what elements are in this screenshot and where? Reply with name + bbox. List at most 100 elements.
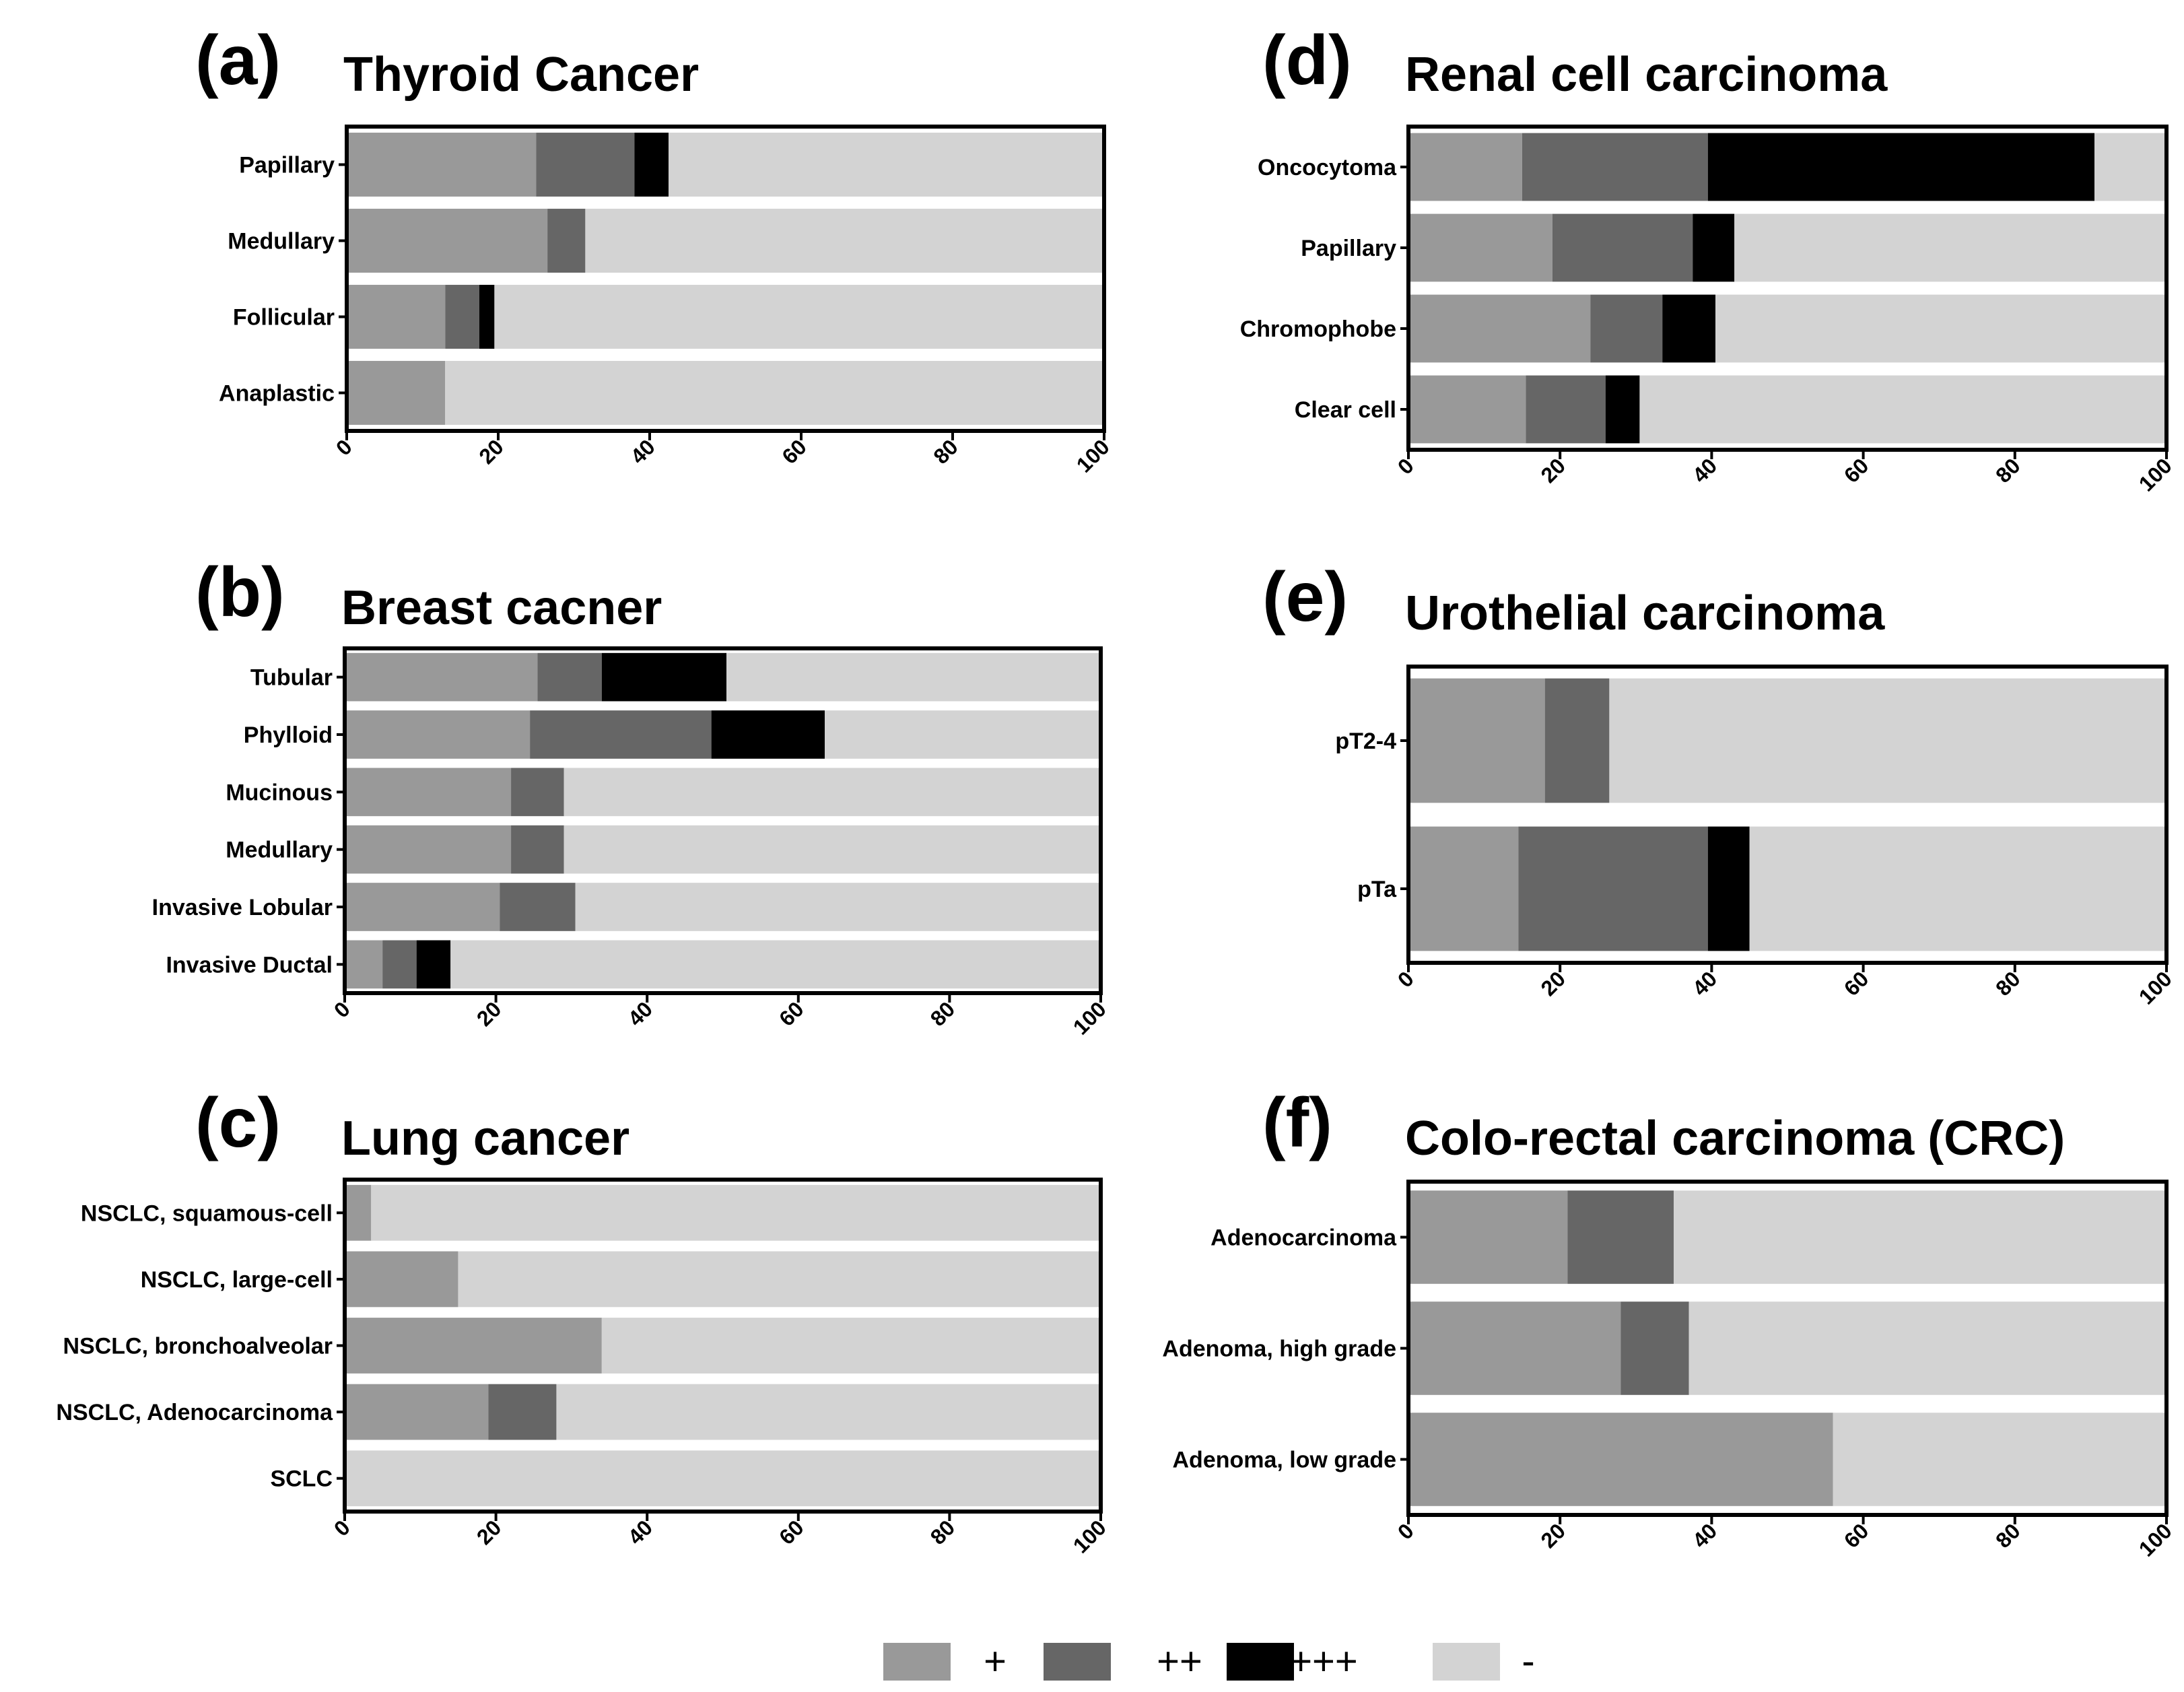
x-tick-label: 40 bbox=[1688, 1518, 1722, 1553]
x-tick-label: 60 bbox=[774, 996, 809, 1031]
bars bbox=[1408, 678, 2166, 951]
x-tick-label: 20 bbox=[474, 434, 508, 469]
bar-segment bbox=[1552, 213, 1693, 282]
category-label: NSCLC, large-cell bbox=[141, 1267, 333, 1293]
bar-segment bbox=[1639, 375, 2166, 444]
x-tick-label: 100 bbox=[2134, 453, 2177, 496]
x-tick-label: 80 bbox=[928, 434, 963, 469]
bar-segment bbox=[601, 1318, 1101, 1374]
category-label: Papillary bbox=[239, 153, 335, 178]
panel-letter: (a) bbox=[195, 22, 281, 100]
bar-segment bbox=[669, 133, 1104, 197]
bar-segment bbox=[458, 1251, 1101, 1308]
bars bbox=[345, 1184, 1101, 1507]
panel-e: (e) Urothelial carcinoma pT2-4 pTa 0 20 40 60 80… bbox=[1262, 558, 2177, 1009]
bar-segment bbox=[1408, 826, 1519, 951]
category-label: Phylloid bbox=[244, 722, 333, 748]
x-tick-label: 60 bbox=[774, 1515, 809, 1549]
bar-segment bbox=[1734, 213, 2166, 282]
plot-frame bbox=[343, 1178, 1103, 1514]
category-label: NSCLC, Adenocarcinoma bbox=[56, 1400, 333, 1425]
panel-letter: (b) bbox=[195, 553, 285, 632]
bar-segment bbox=[347, 209, 548, 273]
bar-segment bbox=[1609, 678, 2166, 803]
bar-segment bbox=[1408, 1190, 1568, 1284]
bar-segment bbox=[345, 940, 383, 989]
bar-segment bbox=[1408, 375, 1526, 444]
bar-segment bbox=[347, 361, 446, 425]
x-tick-label: 40 bbox=[623, 996, 658, 1031]
legend-swatch bbox=[883, 1643, 951, 1681]
bar-segment bbox=[1526, 375, 1606, 444]
category-label: Invasive Lobular bbox=[152, 895, 333, 920]
bar-segment bbox=[345, 710, 531, 759]
bar-segment bbox=[445, 285, 479, 349]
bar-segment bbox=[345, 768, 512, 817]
bar-segment bbox=[556, 1384, 1101, 1440]
panel-b: (b) Breast cacner Tubular Phylloid Mucinous M… bbox=[152, 553, 1111, 1040]
bar-segment bbox=[479, 285, 495, 349]
x-tick-label: 20 bbox=[1536, 966, 1571, 1001]
bar-segment bbox=[511, 825, 564, 874]
bar-segment bbox=[345, 1251, 458, 1308]
bar-segment bbox=[345, 1384, 489, 1440]
bar-segment bbox=[494, 285, 1104, 349]
x-tick-label: 40 bbox=[625, 434, 660, 469]
bar-segment bbox=[1688, 1301, 2166, 1395]
bar-segment bbox=[1833, 1413, 2166, 1506]
category-label: SCLC bbox=[270, 1466, 333, 1492]
bar-segment bbox=[536, 133, 635, 197]
x-tick-label: 40 bbox=[1688, 966, 1722, 1001]
x-tick-label: 40 bbox=[1688, 453, 1722, 487]
bar-segment bbox=[1408, 133, 1522, 201]
bar-segment bbox=[1605, 375, 1640, 444]
bars bbox=[345, 652, 1101, 989]
bar-segment bbox=[345, 883, 500, 931]
bar-segment bbox=[564, 825, 1101, 874]
panel-f: (f) Colo-rectal carcinoma (CRC) Adenocarci… bbox=[1162, 1084, 2177, 1561]
x-tick-label: 100 bbox=[2134, 1518, 2177, 1561]
x-tick-label: 20 bbox=[472, 1515, 506, 1549]
legend-label: +++ bbox=[1289, 1639, 1358, 1683]
bar-segment bbox=[1693, 213, 1735, 282]
x-tick-label: 80 bbox=[1991, 453, 2025, 487]
bar-segment bbox=[711, 710, 825, 759]
panel-letter: (f) bbox=[1262, 1084, 1332, 1162]
bar-segment bbox=[500, 883, 576, 931]
category-label: Adenocarcinoma bbox=[1210, 1225, 1397, 1251]
legend: + ++ +++ - bbox=[883, 1639, 1535, 1683]
panel-c: (c) Lung cancer NSCLC, squamous-cell NSCLC,… bbox=[56, 1084, 1111, 1558]
bar-segment bbox=[1674, 1190, 2166, 1284]
bar-segment bbox=[345, 1318, 602, 1374]
bar-segment bbox=[1544, 678, 1610, 803]
bar-segment bbox=[345, 1184, 372, 1241]
panel-a: (a) Thyroid Cancer Papillary Medullary Folli… bbox=[195, 22, 1114, 477]
bar-segment bbox=[382, 940, 417, 989]
bar-segment bbox=[445, 361, 1104, 425]
plot-frame bbox=[345, 125, 1106, 433]
x-tick-label: 80 bbox=[1991, 966, 2025, 1001]
x-tick-label: 60 bbox=[1839, 453, 1874, 487]
bar-segment bbox=[1408, 1413, 1833, 1506]
category-label: Clear cell bbox=[1295, 397, 1396, 423]
panel-title: Breast cacner bbox=[341, 581, 662, 635]
bar-segment bbox=[1707, 133, 2095, 201]
panel-letter: (c) bbox=[195, 1084, 281, 1162]
bars bbox=[1408, 133, 2166, 444]
bar-segment bbox=[825, 710, 1101, 759]
bar-segment bbox=[1707, 826, 1750, 951]
x-tick-label: 100 bbox=[1068, 1515, 1111, 1557]
x-tick-label: 60 bbox=[1839, 1518, 1874, 1553]
bar-segment bbox=[2094, 133, 2166, 201]
panel-title: Lung cancer bbox=[341, 1112, 629, 1165]
x-tick-label: 80 bbox=[926, 1515, 960, 1549]
panel-title: Renal cell carcinoma bbox=[1405, 48, 1888, 102]
bar-segment bbox=[371, 1184, 1101, 1241]
bar-segment bbox=[1522, 133, 1708, 201]
legend-item: + bbox=[883, 1639, 1006, 1683]
bar-segment bbox=[1408, 678, 1545, 803]
bar-segment bbox=[345, 652, 538, 702]
legend-swatch bbox=[1227, 1643, 1294, 1681]
legend-label: - bbox=[1522, 1639, 1534, 1683]
